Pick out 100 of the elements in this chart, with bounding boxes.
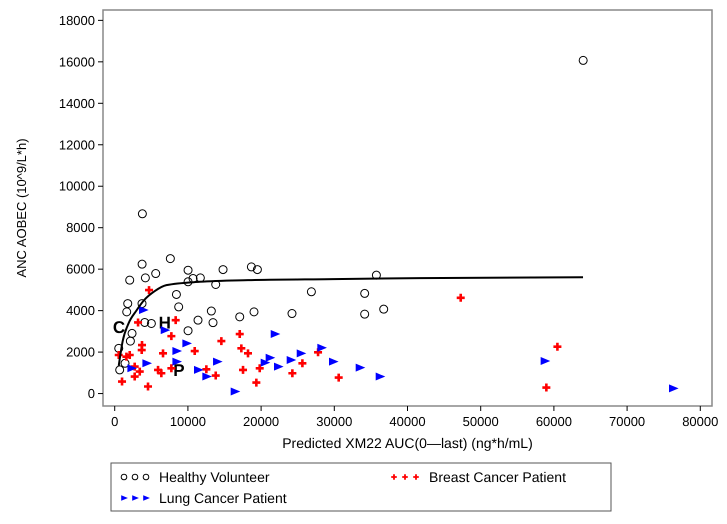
point: [182, 339, 192, 348]
point: [122, 307, 132, 316]
x-tick-label: 10000: [170, 414, 206, 429]
point: [211, 280, 220, 290]
point: [260, 358, 270, 367]
point: [142, 359, 152, 368]
point: [194, 316, 203, 325]
point: [328, 358, 339, 366]
y-axis-title: ANC AOBEC (10^9/L*h): [14, 138, 29, 278]
y-tick-label: 14000: [58, 96, 95, 111]
point: [184, 266, 193, 275]
point: [140, 318, 150, 327]
annotation: C: [112, 318, 126, 337]
point: [126, 336, 135, 346]
point: [138, 299, 147, 308]
x-tick-label: 50000: [462, 414, 499, 429]
point: [144, 284, 154, 296]
legend-label: Breast Cancer Patient: [429, 469, 566, 485]
y-tick-label: 4000: [66, 303, 95, 318]
point: [156, 368, 167, 379]
point: [266, 354, 276, 362]
point: [250, 307, 259, 316]
x-axis-title: Predicted XM22 AUC(0—last) (ng*h/mL): [282, 435, 533, 451]
y-tick-label: 18000: [58, 12, 95, 28]
point: [254, 362, 266, 374]
point: [128, 328, 137, 338]
point: [208, 318, 218, 328]
point: [274, 362, 284, 371]
point: [129, 371, 140, 382]
point: [151, 269, 160, 278]
point: [333, 372, 344, 383]
point: [115, 365, 124, 374]
x-tick-label: 0: [111, 414, 118, 429]
y-tick-label: 16000: [58, 54, 95, 70]
point: [125, 276, 134, 285]
point: [218, 265, 228, 274]
point: [127, 364, 137, 372]
point: [356, 364, 366, 372]
point: [376, 372, 386, 381]
point: [201, 364, 212, 375]
point: [172, 290, 181, 299]
point: [541, 382, 552, 393]
point: [138, 260, 147, 269]
point: [251, 377, 262, 388]
point: [210, 370, 222, 381]
point: [202, 372, 212, 381]
point: [234, 328, 246, 340]
point: [235, 312, 244, 322]
point: [296, 349, 306, 358]
point: [317, 344, 327, 352]
point: [540, 357, 550, 366]
point: [170, 314, 181, 326]
point: [297, 358, 308, 369]
annotation: H: [158, 313, 171, 332]
x-tick-label: 70000: [609, 414, 646, 429]
point: [213, 358, 223, 366]
x-tick-label: 80000: [682, 414, 718, 429]
point: [360, 310, 370, 319]
point: [230, 387, 240, 396]
y-tick-label: 10000: [58, 178, 95, 194]
point: [189, 346, 200, 356]
point: [120, 358, 130, 368]
point: [166, 330, 177, 342]
x-tick-label: 30000: [316, 414, 352, 429]
point: [138, 209, 147, 218]
point: [455, 292, 466, 304]
y-tick-label: 12000: [58, 137, 95, 152]
point: [123, 299, 132, 308]
point: [114, 344, 124, 353]
point: [174, 302, 184, 312]
point: [216, 336, 227, 346]
point: [140, 273, 150, 282]
y-tick-label: 8000: [66, 220, 95, 236]
point: [166, 254, 175, 264]
point: [184, 277, 193, 286]
point: [552, 341, 563, 352]
point: [172, 347, 182, 356]
point: [184, 326, 193, 336]
annotation: P: [173, 360, 185, 380]
point: [116, 376, 128, 387]
point: [194, 366, 204, 374]
point: [360, 288, 370, 298]
point: [142, 381, 154, 392]
point: [312, 347, 324, 358]
point: [306, 287, 316, 296]
point: [132, 317, 144, 328]
legend-label: Lung Cancer Patient: [159, 490, 287, 506]
point: [158, 348, 168, 359]
point: [287, 368, 298, 379]
point: [379, 304, 388, 314]
point: [246, 262, 256, 272]
point: [372, 270, 381, 280]
point: [206, 306, 216, 316]
x-tick-label: 20000: [243, 414, 280, 429]
point: [139, 306, 149, 314]
point: [270, 330, 280, 338]
point: [668, 384, 679, 392]
x-tick-label: 60000: [536, 414, 572, 429]
legend-label: Healthy Volunteer: [159, 469, 270, 485]
point: [252, 265, 262, 274]
